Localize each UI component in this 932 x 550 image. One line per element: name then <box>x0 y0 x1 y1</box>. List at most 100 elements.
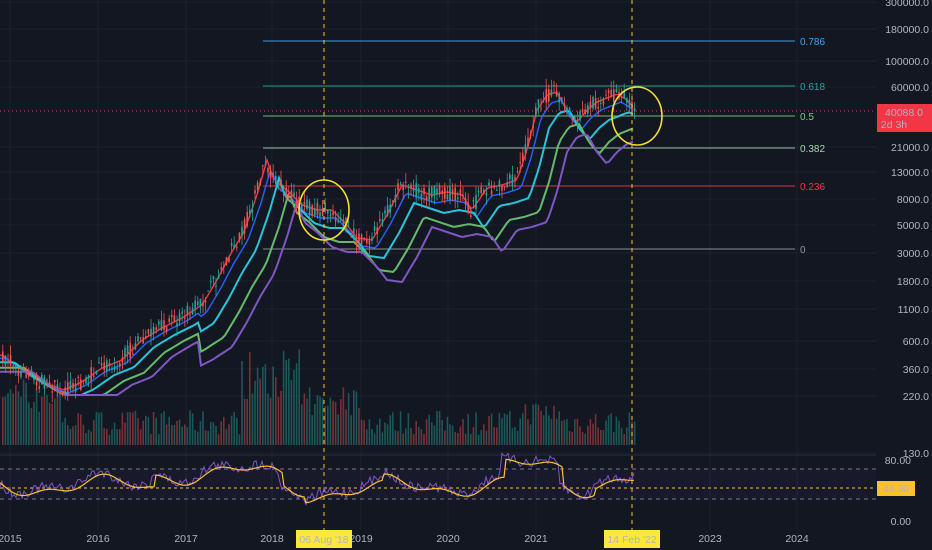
candle-body <box>121 357 124 363</box>
volume-bar <box>428 414 430 445</box>
candle-body <box>402 184 404 191</box>
volume-bars <box>2 349 636 445</box>
candle-body <box>579 111 581 121</box>
volume-bar <box>503 413 506 445</box>
volume-bar <box>613 431 615 445</box>
volume-bar <box>85 433 87 445</box>
candle-body <box>25 374 27 378</box>
volume-bar <box>373 433 376 445</box>
price-tick-label: 5000.0 <box>897 220 929 232</box>
volume-bar <box>103 428 105 445</box>
candle-body <box>444 187 446 199</box>
candle-body <box>626 97 628 103</box>
time-highlight-label: 14 Feb '22 <box>607 534 656 546</box>
time-highlight-badge[interactable] <box>296 530 352 548</box>
candle-body <box>236 247 238 249</box>
candle-body <box>327 209 329 214</box>
volume-bar <box>82 424 85 445</box>
volume-bar <box>605 420 607 445</box>
price-candles <box>2 78 636 403</box>
ma-line-4 <box>0 122 634 396</box>
volume-bar <box>236 417 238 445</box>
fib-retracement[interactable]: 0.786 0.618 0.5 0.382 0.236 0 <box>0 37 876 256</box>
rsi-value-badge[interactable] <box>877 481 915 496</box>
candle-body <box>132 353 134 355</box>
volume-bar <box>277 396 280 445</box>
candle-body <box>145 336 147 339</box>
volume-bar <box>532 404 534 445</box>
volume-bar <box>41 396 43 445</box>
volume-bar <box>581 431 584 445</box>
candle-body <box>173 315 176 322</box>
candle-body <box>438 185 441 195</box>
time-highlight-badge[interactable] <box>604 530 660 548</box>
candle-body <box>412 187 415 192</box>
volume-bar <box>230 415 233 445</box>
candle-body <box>233 244 235 248</box>
candle-body <box>215 285 217 288</box>
highlight-circle-2022[interactable] <box>611 86 663 146</box>
price-tick-label: 8000.0 <box>897 194 929 206</box>
volume-bar <box>446 416 449 445</box>
candle-body <box>152 326 155 334</box>
volume-bar <box>246 398 248 445</box>
volume-bar <box>587 425 589 445</box>
volume-bar <box>256 367 259 445</box>
volume-bar <box>160 413 163 445</box>
volume-bar <box>275 377 277 445</box>
volume-bar <box>550 418 553 445</box>
current-price-countdown: 2d 3h <box>881 119 907 131</box>
volume-bar <box>368 419 371 445</box>
candle-body <box>9 355 12 366</box>
candle-body <box>545 88 547 103</box>
candle-body <box>319 212 321 217</box>
volume-bar <box>93 420 95 445</box>
candle-body <box>597 107 599 109</box>
volume-bar <box>290 380 293 445</box>
volume-bar <box>438 410 441 445</box>
candle-body <box>72 382 74 389</box>
ma-line-1 <box>0 91 634 391</box>
volume-bar <box>462 419 464 445</box>
volume-bar <box>623 434 625 445</box>
candle-body <box>558 93 560 103</box>
candle-body <box>321 207 324 217</box>
candle-body <box>4 355 7 366</box>
volume-bar <box>126 412 129 445</box>
candle-body <box>332 212 334 216</box>
volume-bar <box>386 424 389 445</box>
price-axis[interactable]: 300000.0 180000.0 100000.0 60000.0 21000.0 13… <box>876 0 932 550</box>
candle-body <box>204 300 207 303</box>
volume-bar <box>607 415 610 445</box>
candle-body <box>329 214 332 217</box>
candle-body <box>607 90 610 94</box>
volume-bar <box>25 382 27 445</box>
candle-body <box>129 342 131 358</box>
volume-bar <box>67 425 69 445</box>
candle-body <box>561 97 563 102</box>
candle-body <box>457 197 459 200</box>
volume-bar <box>506 414 508 445</box>
highlight-circle-2018[interactable] <box>298 179 350 241</box>
volume-bar <box>498 412 501 445</box>
volume-bar <box>301 404 303 445</box>
time-axis[interactable]: 2015 2016 2017 2018 2019 2020 2021 2023 2024 06 A… <box>0 530 809 548</box>
volume-bar <box>129 411 131 445</box>
annotations[interactable] <box>298 0 663 530</box>
candle-body <box>223 266 225 268</box>
current-price-badge[interactable] <box>877 104 932 132</box>
candle-body <box>126 345 129 355</box>
candle-body <box>54 380 56 382</box>
time-tick-label: 2019 <box>349 533 373 545</box>
volume-bar <box>563 419 566 445</box>
candle-body <box>217 275 220 279</box>
candle-body <box>353 228 355 234</box>
volume-bar <box>54 398 56 445</box>
volume-bar <box>251 393 254 445</box>
candle-body <box>64 387 66 394</box>
volume-bar <box>454 431 456 445</box>
candle-body <box>519 161 521 164</box>
candle-body <box>418 188 420 193</box>
volume-bar <box>589 419 592 445</box>
